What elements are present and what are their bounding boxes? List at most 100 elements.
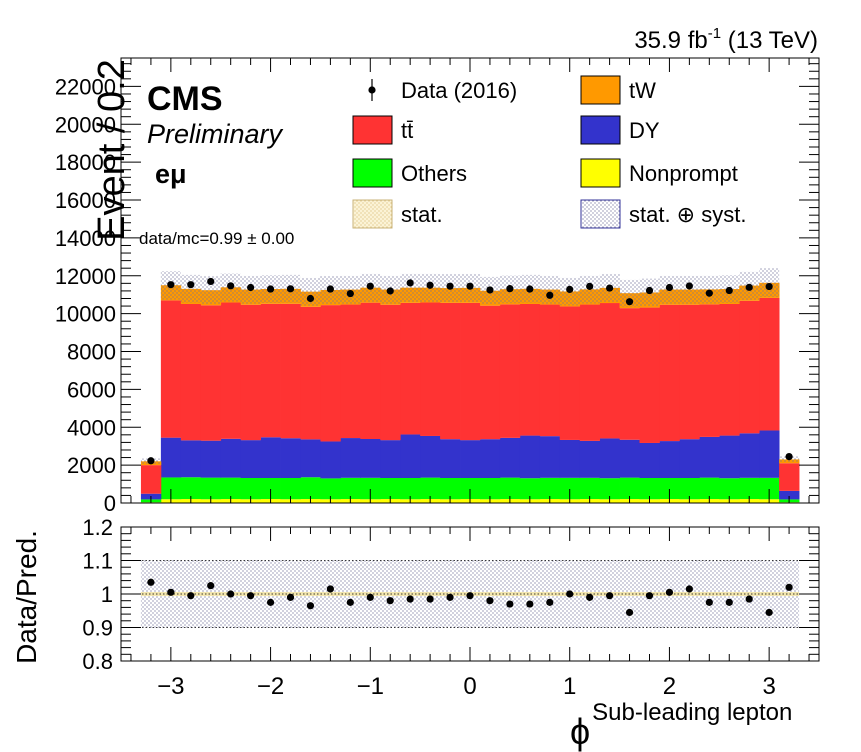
data-point-11 [366,282,374,290]
bar-others-1 [160,477,182,500]
legend-swatch [580,75,621,105]
ratio-point-13 [406,595,414,603]
x-tick-label: −1 [357,673,384,700]
channel-label: eμ [155,159,187,189]
data-point-3 [207,277,215,286]
bar-tt-17 [479,305,501,440]
bar-dy-3 [200,440,222,478]
legend-label: Nonprompt [629,161,738,186]
bar-tt-10 [340,304,361,439]
ratio-y-tick-label: 1.2 [82,515,113,540]
bar-dy-12 [380,440,401,479]
ratio-point-32 [785,583,793,591]
ratio-annotation: data/mc=0.99 ± 0.00 [139,229,294,248]
data-point-32 [785,453,793,461]
bar-others-12 [380,478,401,500]
bar-others-28 [699,477,720,500]
stacked-histogram [140,282,800,503]
bar-others-4 [220,477,242,500]
ratio-point-1 [167,588,175,596]
ratio-y-tick-label: 0.9 [82,616,113,641]
data-point-4 [227,282,235,290]
ratio-point-6 [266,598,275,606]
x-tick-label: −2 [257,673,284,700]
x-tick-label: 3 [762,673,775,700]
bar-dy-18 [499,437,521,478]
ratio-y-tick-label: 1.1 [82,549,113,574]
bar-others-18 [499,477,521,500]
bar-dy-7 [280,438,301,479]
bar-others-21 [559,477,581,500]
bar-tt-16 [460,302,481,441]
bar-tt-8 [300,306,321,440]
data-point-31 [765,282,773,291]
legend-label: stat. [401,202,443,227]
bar-tt-25 [639,307,660,443]
y-tick-label: 0 [104,491,116,516]
bar-tt-26 [659,304,680,442]
data-point-0 [147,457,155,465]
bar-dy-22 [579,440,601,478]
ratio-point-14 [426,595,434,603]
ratio-point-9 [326,585,334,593]
legend-label: stat. ⊕ syst. [629,202,746,227]
bar-tt-2 [180,303,202,441]
bar-others-8 [300,477,321,500]
legend-swatch [580,199,621,229]
lumi-label: 35.9 fb-1 (13 TeV) [634,25,818,54]
bar-dy-6 [260,437,281,479]
data-point-22 [586,282,594,290]
legend-entry: tW [580,75,656,105]
bar-dy-24 [619,439,640,478]
bar-tt-30 [739,300,760,434]
data-point-5 [247,283,255,292]
bar-tt-24 [619,308,640,440]
bar-others-7 [280,478,301,500]
bar-others-24 [619,477,640,500]
legend-swatch [352,158,393,188]
bar-tt-7 [280,303,301,439]
bar-tt-5 [240,304,261,441]
data-point-21 [566,285,574,293]
ratio-point-31 [765,608,773,617]
bar-others-17 [479,478,501,500]
bar-others-31 [759,477,780,500]
data-point-2 [187,281,195,289]
bar-others-14 [420,477,441,500]
bar-others-6 [260,478,281,500]
y-tick-label: 18000 [55,150,116,175]
syst-band-2 [180,274,201,303]
bar-others-9 [320,478,341,500]
y-tick-label: 12000 [55,264,116,289]
data-point-23 [606,284,614,292]
data-point-24 [625,298,634,306]
ratio-point-8 [306,602,315,610]
data-point-10 [346,289,354,298]
x-tick-label: 1 [563,673,576,700]
data-point-8 [306,294,315,303]
bar-dy-2 [180,440,202,478]
bar-tt-23 [599,303,620,439]
bar-tt-4 [220,302,242,439]
syst-band-8 [300,277,321,306]
ratio-point-17 [486,597,494,605]
ratio-ticks [121,526,819,662]
syst-band-10 [340,275,361,304]
bar-others-30 [739,477,760,500]
data-point-25 [645,286,654,295]
ratio-y-tick-labels: 0.8 0.9 1 1.1 1.2 [82,515,113,674]
bar-tt-13 [400,302,421,435]
legend-entry: Data (2016) [368,78,517,103]
bar-dy-26 [659,441,680,479]
bar-others-13 [400,478,421,500]
bar-dy-5 [240,440,261,479]
bar-dy-9 [320,441,341,479]
ratio-point-10 [346,598,354,606]
legend-data-marker [368,86,376,94]
ratio-point-4 [227,590,235,598]
bar-dy-13 [400,434,421,479]
data-point-30 [745,283,753,291]
bar-tt-27 [679,304,700,440]
ratio-point-30 [745,595,753,603]
bar-others-19 [519,478,541,500]
